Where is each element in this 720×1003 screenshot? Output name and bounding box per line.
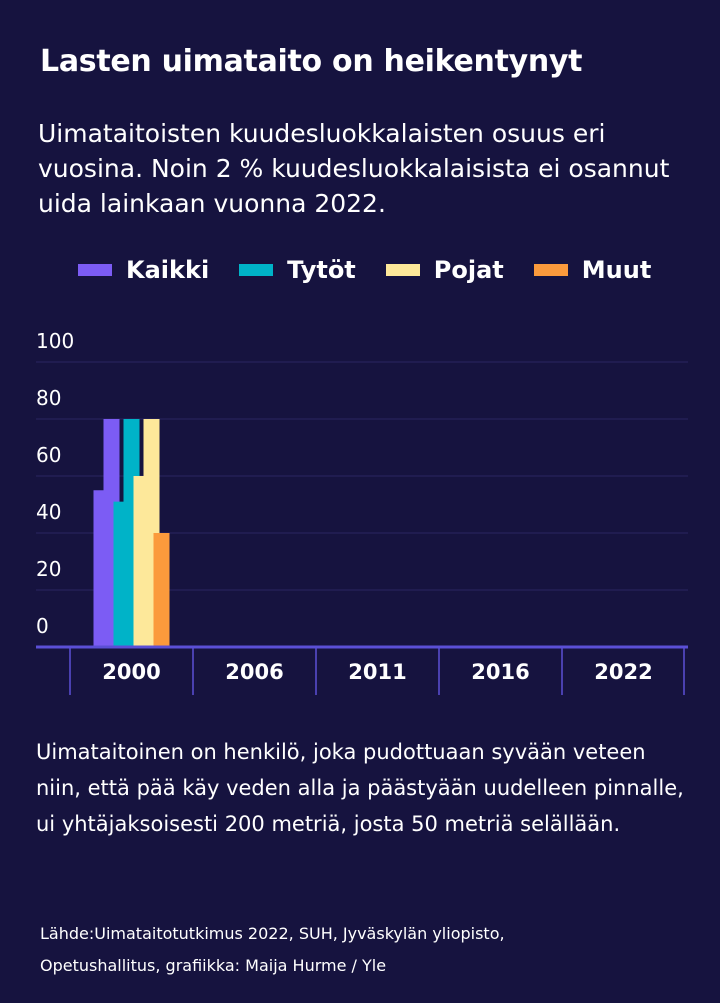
y-tick-label: 40 <box>36 500 61 524</box>
chart-subtitle: Uimataitoisten kuudesluokkalaisten osuus… <box>38 119 670 218</box>
chart-title: Lasten uimataito on heikentynyt <box>40 44 583 79</box>
source-line-2: Opetushallitus, grafiikka: Maija Hurme /… <box>40 956 387 975</box>
y-tick-label: 80 <box>36 386 61 410</box>
y-tick-label: 0 <box>36 614 49 638</box>
legend-swatch-muut <box>533 264 568 276</box>
y-tick-label: 60 <box>36 443 61 467</box>
legend-item-muut: Muut <box>533 256 652 284</box>
legend-item-kaikki: Kaikki <box>78 256 209 284</box>
x-tick-label: 2022 <box>594 660 652 684</box>
definition-note: Uimataitoinen on henkilö, joka pudottuaa… <box>36 740 684 836</box>
legend-swatch-kaikki <box>78 264 112 276</box>
legend-item-tytot: Tytöt <box>239 256 356 284</box>
bar-pojat-2022 <box>133 476 150 647</box>
y-tick-label: 20 <box>36 557 61 581</box>
legend-item-pojat: Pojat <box>385 256 504 284</box>
legend-label-tytot: Tytöt <box>287 256 356 284</box>
source-credit: Lähde:Uimataitotutkimus 2022, SUH, Jyväs… <box>40 918 690 982</box>
x-tick-label: 2011 <box>348 660 406 684</box>
bar-tytöt-2022 <box>113 501 130 647</box>
y-tick-label: 100 <box>36 329 74 353</box>
legend-label-muut: Muut <box>581 256 652 284</box>
bar-chart: 0 20 40 60 80 100 2000 2006 2011 2016 2022 <box>36 329 688 695</box>
legend-swatch-pojat <box>385 264 420 276</box>
legend: Kaikki Tytöt Pojat Muut <box>78 256 651 284</box>
bar-muut-2022 <box>153 533 170 647</box>
legend-label-kaikki: Kaikki <box>126 256 210 284</box>
x-tick-label: 2006 <box>225 660 283 684</box>
source-line-1: Lähde:Uimataitotutkimus 2022, SUH, Jyväs… <box>40 924 505 943</box>
x-tick-label: 2016 <box>471 660 529 684</box>
bar-kaikki-2022 <box>93 490 110 647</box>
x-tick-label: 2000 <box>102 660 160 684</box>
legend-label-pojat: Pojat <box>433 256 504 284</box>
legend-swatch-tytot <box>239 264 274 276</box>
